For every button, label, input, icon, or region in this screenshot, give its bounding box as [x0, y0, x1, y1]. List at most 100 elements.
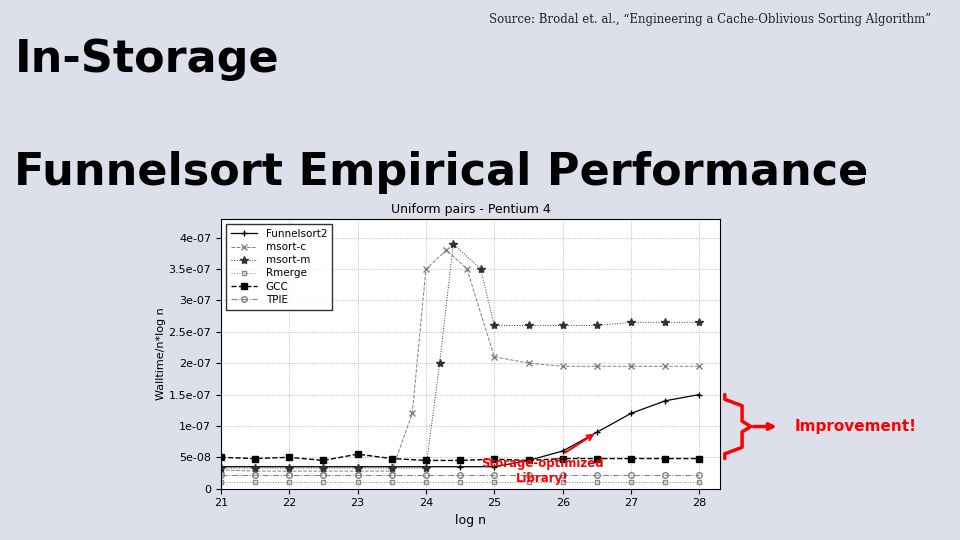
Rmerge — [489, 479, 500, 485]
msort-c — [489, 354, 500, 360]
Text: Improvement!: Improvement! — [795, 419, 917, 434]
Text: Storage-optimized
Library!: Storage-optimized Library! — [481, 457, 604, 485]
GCC — [215, 454, 227, 461]
msort-m — [250, 465, 261, 471]
Y-axis label: Walltime/n*log n: Walltime/n*log n — [156, 307, 165, 400]
Funnelsort2 — [625, 410, 636, 416]
Rmerge — [454, 479, 466, 485]
msort-m — [283, 465, 295, 471]
TPIE — [591, 471, 603, 478]
Funnelsort2 — [351, 463, 363, 470]
Line: msort-m: msort-m — [217, 240, 704, 472]
Rmerge — [420, 479, 432, 485]
Legend: Funnelsort2, msort-c, msort-m, Rmerge, GCC, TPIE: Funnelsort2, msort-c, msort-m, Rmerge, G… — [226, 224, 332, 310]
TPIE — [523, 471, 535, 478]
X-axis label: log n: log n — [455, 514, 486, 527]
msort-c — [318, 468, 329, 474]
Text: Funnelsort Empirical Performance: Funnelsort Empirical Performance — [14, 151, 869, 194]
msort-c — [283, 468, 295, 474]
TPIE — [351, 471, 363, 478]
TPIE — [660, 471, 671, 478]
Funnelsort2 — [694, 392, 706, 398]
Funnelsort2 — [523, 457, 535, 464]
Funnelsort2 — [318, 463, 329, 470]
TPIE — [386, 471, 397, 478]
TPIE — [694, 471, 706, 478]
TPIE — [250, 471, 261, 478]
msort-m — [625, 319, 636, 326]
msort-c — [406, 410, 418, 416]
msort-c — [694, 363, 706, 369]
Rmerge — [591, 479, 603, 485]
TPIE — [557, 471, 568, 478]
GCC — [489, 456, 500, 462]
Rmerge — [557, 479, 568, 485]
msort-m — [660, 319, 671, 326]
TPIE — [454, 471, 466, 478]
Text: In-Storage: In-Storage — [14, 38, 279, 81]
Rmerge — [523, 479, 535, 485]
GCC — [318, 457, 329, 464]
Funnelsort2 — [454, 463, 466, 470]
msort-c — [557, 363, 568, 369]
msort-c — [523, 360, 535, 366]
msort-c — [660, 363, 671, 369]
Funnelsort2 — [250, 463, 261, 470]
msort-m — [523, 322, 535, 329]
TPIE — [489, 471, 500, 478]
Line: GCC: GCC — [217, 451, 703, 464]
msort-c — [386, 468, 397, 474]
msort-c — [441, 247, 452, 253]
Text: Source: Brodal et. al., “Engineering a Cache-Oblivious Sorting Algorithm”: Source: Brodal et. al., “Engineering a C… — [489, 14, 931, 26]
msort-m — [386, 465, 397, 471]
msort-m — [591, 322, 603, 329]
Funnelsort2 — [215, 463, 227, 470]
GCC — [386, 455, 397, 462]
GCC — [694, 455, 706, 462]
Rmerge — [351, 479, 363, 485]
TPIE — [625, 471, 636, 478]
TPIE — [283, 471, 295, 478]
Line: msort-c: msort-c — [218, 247, 703, 474]
GCC — [660, 455, 671, 462]
msort-m — [215, 465, 227, 471]
msort-c — [461, 266, 472, 272]
msort-c — [215, 467, 227, 473]
GCC — [454, 457, 466, 464]
Title: Uniform pairs - Pentium 4: Uniform pairs - Pentium 4 — [391, 203, 550, 216]
msort-m — [434, 360, 445, 366]
Rmerge — [318, 479, 329, 485]
TPIE — [318, 471, 329, 478]
msort-m — [489, 322, 500, 329]
GCC — [420, 457, 432, 464]
Rmerge — [625, 479, 636, 485]
Funnelsort2 — [591, 429, 603, 435]
Funnelsort2 — [660, 397, 671, 404]
Funnelsort2 — [420, 463, 432, 470]
msort-m — [318, 465, 329, 471]
GCC — [557, 455, 568, 462]
msort-m — [475, 266, 487, 272]
Rmerge — [386, 479, 397, 485]
Line: Rmerge: Rmerge — [219, 481, 702, 484]
Rmerge — [660, 479, 671, 485]
Line: Funnelsort2: Funnelsort2 — [217, 391, 703, 470]
GCC — [351, 451, 363, 457]
Funnelsort2 — [386, 463, 397, 470]
msort-c — [351, 468, 363, 474]
Rmerge — [215, 479, 227, 485]
TPIE — [420, 471, 432, 478]
TPIE — [215, 471, 227, 478]
Funnelsort2 — [557, 448, 568, 454]
msort-c — [250, 468, 261, 474]
msort-m — [420, 465, 432, 471]
GCC — [283, 454, 295, 461]
msort-c — [591, 363, 603, 369]
Rmerge — [283, 479, 295, 485]
GCC — [250, 455, 261, 462]
Funnelsort2 — [489, 463, 500, 470]
msort-m — [351, 465, 363, 471]
GCC — [591, 455, 603, 462]
msort-c — [625, 363, 636, 369]
GCC — [625, 455, 636, 462]
